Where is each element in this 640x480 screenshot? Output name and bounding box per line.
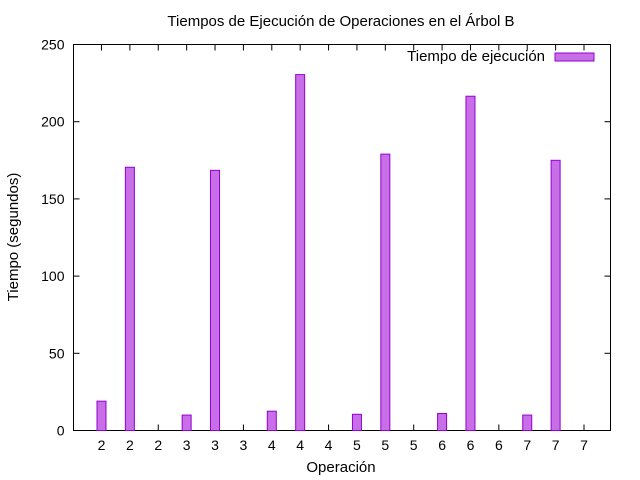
x-tick-label: 5: [381, 437, 389, 453]
y-tick-label: 250: [41, 37, 65, 53]
bar: [522, 414, 533, 431]
bar: [266, 410, 277, 432]
x-tick-label: 7: [523, 437, 531, 453]
bar: [465, 95, 476, 431]
bar: [380, 153, 391, 431]
chart-title: Tiempos de Ejecución de Operaciones en e…: [167, 13, 514, 30]
y-tick-label: 0: [57, 423, 65, 439]
x-tick-label: 2: [154, 437, 162, 453]
y-tick-label: 100: [41, 268, 65, 284]
x-tick-label: 2: [126, 437, 134, 453]
x-tick-label: 4: [325, 437, 333, 453]
legend: Tiempo de ejecución: [407, 48, 595, 65]
x-tick-label: 4: [296, 437, 304, 453]
bar: [181, 414, 192, 431]
bar: [437, 413, 448, 431]
plot-area-frame: [73, 44, 611, 431]
x-tick-label: 7: [580, 437, 588, 453]
y-tick-label: 150: [41, 191, 65, 207]
x-tick-label: 2: [98, 437, 106, 453]
x-tick-label: 6: [467, 437, 475, 453]
bar: [351, 413, 362, 431]
x-tick-label: 4: [268, 437, 276, 453]
y-axis-label: Tiempo (segundos): [5, 173, 22, 302]
x-tick-label: 6: [438, 437, 446, 453]
bar: [210, 169, 221, 431]
legend-swatch: [554, 52, 595, 62]
y-tick-label: 200: [41, 114, 65, 130]
x-tick-label: 3: [211, 437, 219, 453]
x-tick-label: 7: [552, 437, 560, 453]
x-tick-label: 3: [183, 437, 191, 453]
x-axis-label: Operación: [306, 459, 375, 476]
bar: [124, 166, 135, 432]
bars-group: [96, 74, 561, 432]
bar: [295, 74, 306, 431]
x-tick-label: 5: [410, 437, 418, 453]
x-tick-label: 3: [240, 437, 248, 453]
x-tick-label: 6: [495, 437, 503, 453]
y-tick-label: 50: [49, 345, 65, 361]
x-tick-label: 5: [353, 437, 361, 453]
bar: [96, 400, 107, 432]
axis-ticks: 0 50 100 150 200 250 2 2 2 3 3 3 4 4 4 5 5 5 6 6 6 7 7 7: [41, 37, 611, 453]
legend-label: Tiempo de ejecución: [407, 48, 545, 65]
bar: [550, 159, 561, 432]
